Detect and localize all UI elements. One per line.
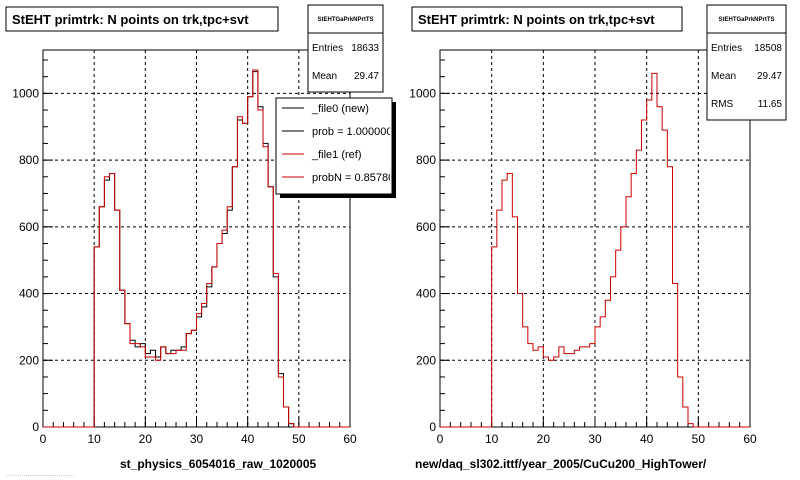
chart-title: StEHT primtrk: N points on trk,tpc+svt	[418, 12, 655, 27]
y-tick-label: 800	[19, 153, 39, 167]
legend-label: prob = 1.000000	[312, 126, 392, 138]
x-tick-label: 60	[743, 432, 757, 446]
x-axis-label: st_physics_6054016_raw_1020005	[120, 457, 316, 471]
x-axis-label: new/daq_sl302.ittf/year_2005/CuCu200_Hig…	[415, 457, 707, 471]
y-tick-label: 600	[19, 220, 39, 234]
x-tick-label: 10	[485, 432, 499, 446]
stats-box	[706, 4, 787, 121]
x-tick-label: 0	[437, 432, 444, 446]
stats-value: 11.65	[758, 99, 783, 110]
stats-label: Mean	[312, 71, 337, 82]
x-tick-label: 0	[40, 432, 47, 446]
x-tick-label: 30	[588, 432, 602, 446]
legend-label: _file1 (ref)	[311, 149, 362, 161]
x-tick-label: 40	[640, 432, 654, 446]
stats-value: 18508	[754, 43, 782, 54]
footer-text: ...................................	[6, 471, 74, 478]
stats-value: 18633	[351, 43, 379, 54]
stats-value: 29.47	[354, 71, 379, 82]
legend-label: probN = 0.857800	[312, 172, 400, 184]
y-tick-label: 400	[416, 287, 436, 301]
y-tick-label: 0	[32, 420, 39, 434]
y-tick-label: 400	[19, 287, 39, 301]
stats-label: Mean	[711, 71, 736, 82]
y-tick-label: 0	[429, 420, 436, 434]
x-tick-label: 20	[537, 432, 551, 446]
stats-box	[307, 4, 384, 93]
x-tick-label: 60	[343, 432, 357, 446]
chart-title: StEHT primtrk: N points on trk,tpc+svt	[12, 12, 249, 27]
histogram-series-1	[440, 72, 750, 428]
x-tick-label: 50	[292, 432, 306, 446]
title-box	[5, 6, 279, 32]
y-tick-label: 200	[416, 353, 436, 367]
y-tick-label: 600	[416, 220, 436, 234]
stats-label: RMS	[711, 99, 734, 110]
x-tick-label: 30	[190, 432, 204, 446]
histogram-series-2	[43, 69, 350, 428]
stats-label: Entries	[312, 43, 343, 54]
x-tick-label: 20	[139, 432, 153, 446]
y-tick-label: 1000	[409, 86, 436, 100]
stats-header: StEHTGaPrkNPrtTS	[718, 17, 774, 23]
stats-value: 29.47	[757, 71, 782, 82]
y-tick-label: 200	[19, 353, 39, 367]
x-tick-label: 40	[241, 432, 255, 446]
x-tick-label: 10	[87, 432, 101, 446]
stats-header: StEHTGaPrkNPrtTS	[317, 17, 373, 23]
legend-box	[275, 97, 393, 195]
y-tick-label: 1000	[12, 86, 39, 100]
stats-label: Entries	[711, 43, 742, 54]
y-tick-label: 800	[416, 153, 436, 167]
x-tick-label: 50	[692, 432, 706, 446]
title-box	[411, 6, 683, 32]
legend-label: _file0 (new)	[311, 103, 369, 115]
legend-entries: _file0 (new) prob = 1.000000 _file1 (ref) p…	[282, 103, 400, 184]
